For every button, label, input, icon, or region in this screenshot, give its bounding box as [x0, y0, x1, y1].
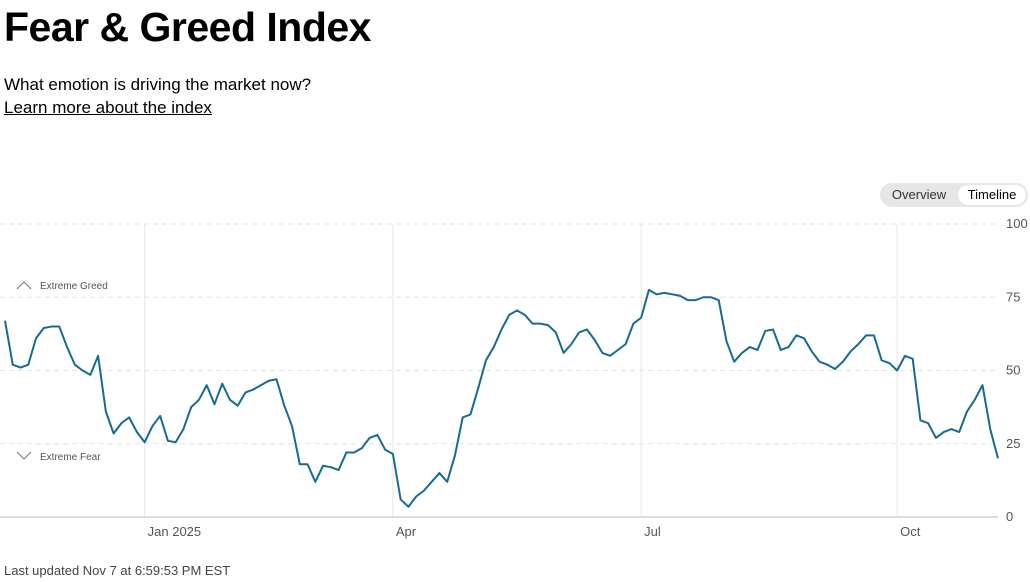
y-tick-label: 100	[1006, 216, 1028, 231]
y-tick-label: 25	[1006, 436, 1020, 451]
x-tick-label: Apr	[396, 524, 417, 539]
annotations: Extreme Greed Extreme Fear	[16, 281, 108, 463]
toggle-timeline[interactable]: Timeline	[958, 185, 1026, 205]
greed-chevron	[16, 281, 32, 290]
x-tick-label: Jul	[644, 524, 661, 539]
annotation: Extreme Fear	[40, 452, 101, 463]
view-toggle: Overview Timeline	[880, 183, 1028, 207]
x-tick-label: Oct	[900, 524, 921, 539]
index-line	[4, 288, 999, 508]
x-tick-label: Jan 2025	[148, 524, 202, 539]
fear-chevron	[16, 451, 32, 460]
annotation: Extreme Greed	[40, 281, 108, 292]
learn-more-link[interactable]: Learn more about the index	[4, 98, 212, 117]
y-tick-label: 50	[1006, 363, 1020, 378]
last-updated: Last updated Nov 7 at 6:59:53 PM EST	[4, 563, 231, 578]
y-tick-label: 0	[1006, 509, 1013, 524]
toggle-overview[interactable]: Overview	[891, 187, 947, 202]
y-tick-label: 75	[1006, 289, 1020, 304]
page-title: Fear & Greed Index	[4, 4, 371, 50]
subtitle: What emotion is driving the market now?	[4, 75, 312, 94]
